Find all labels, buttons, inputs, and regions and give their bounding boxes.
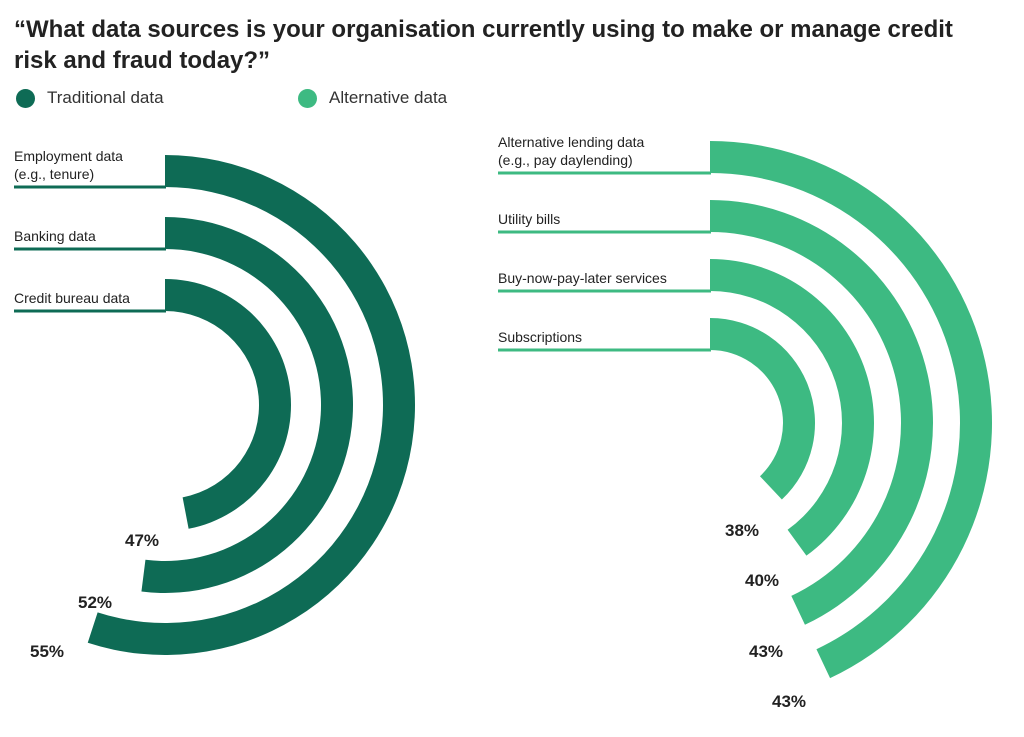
radial-bar-alternative-2 [710,259,874,556]
value-label-alternative-1: 43% [749,642,783,661]
chart-title: “What data sources is your organisation … [14,16,953,74]
legend-swatch-traditional [16,88,35,108]
value-label-traditional-1: 52% [78,593,112,612]
value-label-traditional-0: 55% [30,642,64,661]
value-label-alternative-0: 43% [772,692,806,711]
legend-item-alternative: Alternative data [298,86,447,110]
category-label-alternative-2: Buy-now-pay-later services [498,270,667,286]
category-label-alternative-3: Subscriptions [498,329,582,345]
radial-bar-alternative-1 [710,200,933,625]
legend-swatch-alternative [298,88,317,108]
category-label-traditional-2: Credit bureau data [14,290,130,306]
category-label-alternative-0-line1: (e.g., pay daylending) [498,152,633,168]
radial-bar-traditional-1 [141,217,353,593]
category-label-traditional-1: Banking data [14,228,96,244]
legend-label-alternative: Alternative data [329,88,448,107]
legend-label-traditional: Traditional data [47,88,164,107]
category-label-alternative-1: Utility bills [498,211,560,227]
value-label-alternative-3: 38% [725,521,759,540]
value-label-traditional-2: 47% [125,531,159,550]
radial-bar-alternative-3 [710,318,815,500]
radial-bar-alternative-0 [710,141,992,679]
legend-item-traditional: Traditional data [16,86,164,110]
category-label-alternative-0-line0: Alternative lending data [498,134,645,150]
value-label-alternative-2: 40% [745,571,779,590]
category-label-traditional-0-line1: (e.g., tenure) [14,166,94,182]
category-label-traditional-0-line0: Employment data [14,148,123,164]
radial-bar-traditional-2 [165,279,292,529]
radial-bar-traditional-0 [87,155,415,655]
